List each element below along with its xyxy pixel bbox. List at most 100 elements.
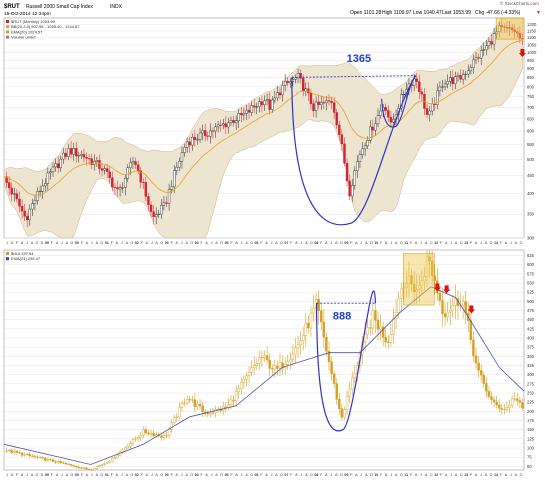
rut-candle-body bbox=[490, 41, 493, 45]
rut-candle-body bbox=[420, 91, 424, 95]
hui-x-tick-label: A bbox=[31, 473, 34, 477]
hui-highlight-box bbox=[402, 253, 435, 306]
rut-x-tick-label: J bbox=[390, 241, 392, 245]
hui-x-tick-label: J bbox=[121, 473, 123, 477]
rut-candle-body bbox=[41, 185, 44, 192]
rut-candle-body bbox=[294, 77, 297, 80]
rut-candle-body bbox=[219, 124, 222, 126]
hui-bar-body bbox=[75, 466, 78, 468]
rut-x-tick-label: O bbox=[490, 241, 493, 245]
rut-x-tick-label: D bbox=[11, 241, 14, 245]
hui-bar-body bbox=[289, 358, 292, 363]
rut-candle-body bbox=[178, 161, 181, 168]
hui-x-tick-label: 03 bbox=[165, 473, 169, 477]
rut-x-tick-label: F bbox=[500, 241, 503, 245]
rut-candle-body bbox=[103, 168, 106, 171]
rut-x-tick-label: F bbox=[171, 241, 174, 245]
rut-candle-body bbox=[343, 143, 346, 164]
hui-bar-body bbox=[54, 461, 57, 463]
hui-x-tick-label: 07 bbox=[284, 473, 288, 477]
rut-candle-body bbox=[392, 118, 395, 123]
rut-candle-body bbox=[389, 116, 393, 123]
rut-candle-body bbox=[196, 139, 199, 141]
rut-candle-body bbox=[443, 83, 447, 88]
hui-x-tick-label: A bbox=[205, 473, 208, 477]
hui-bar-body bbox=[142, 429, 145, 436]
rut-x-tick-label: J bbox=[510, 241, 512, 245]
rut-x-tick-label: A bbox=[485, 241, 488, 245]
hui-x-tick-label: A bbox=[365, 473, 368, 477]
rut-candle-body bbox=[188, 141, 191, 146]
hui-x-tick-label: F bbox=[380, 473, 383, 477]
hui-x-tick-label: A bbox=[21, 473, 24, 477]
hui-bar-body bbox=[201, 405, 204, 413]
hui-bar-body bbox=[374, 310, 377, 321]
hui-x-tick-label: A bbox=[505, 473, 508, 477]
hui-x-tick-label: J bbox=[330, 473, 332, 477]
hui-bar-body bbox=[255, 363, 258, 366]
rut-candle-body bbox=[209, 130, 212, 137]
hui-y-tick-label: 400 bbox=[527, 336, 535, 341]
rut-candle-body bbox=[36, 191, 39, 201]
hui-bar-body bbox=[381, 326, 385, 338]
hui-bar-body bbox=[196, 403, 199, 407]
rut-candle-body bbox=[456, 75, 460, 77]
hui-bar-body bbox=[469, 320, 473, 340]
rut-x-tick-label: A bbox=[335, 241, 338, 245]
rut-candle-body bbox=[160, 205, 163, 215]
hui-bar-body bbox=[23, 454, 26, 456]
hui-x-tick-label: 08 bbox=[314, 473, 318, 477]
hui-bar-body bbox=[162, 435, 166, 438]
rut-x-tick-label: 08 bbox=[314, 241, 318, 245]
hui-bar-body bbox=[271, 368, 274, 370]
rut-candle-body bbox=[206, 135, 209, 137]
hui-bar-body bbox=[240, 382, 243, 390]
rut-x-tick-label: A bbox=[66, 241, 69, 245]
rut-x-tick-label: A bbox=[275, 241, 278, 245]
rut-x-tick-label: F bbox=[290, 241, 293, 245]
hui-bar-body bbox=[64, 462, 68, 465]
rut-legend-entry: EMA(20) 1024.57 bbox=[11, 29, 43, 34]
hui-bar-body bbox=[173, 417, 176, 423]
rut-candle-body bbox=[387, 110, 390, 118]
hui-bar-body bbox=[175, 416, 179, 418]
rut-x-tick-label: 11 bbox=[404, 241, 408, 245]
rut-candle-body bbox=[69, 148, 73, 155]
rut-candles bbox=[5, 19, 524, 228]
rut-candle-body bbox=[139, 170, 142, 183]
rut-candle-body bbox=[374, 123, 377, 131]
hui-bar-body bbox=[485, 383, 488, 392]
rut-x-tick-label: A bbox=[146, 241, 149, 245]
rut-x-tick-label: F bbox=[111, 241, 114, 245]
rut-y-tick-label: 550 bbox=[527, 142, 535, 147]
hui-x-tick-label: J bbox=[420, 473, 422, 477]
hui-bar-body bbox=[211, 412, 215, 414]
rut-y-tick-label: 650 bbox=[527, 116, 535, 121]
hui-x-tick-label: O bbox=[70, 473, 73, 477]
hui-bar-body bbox=[451, 305, 455, 311]
hui-bar-body bbox=[41, 457, 44, 459]
hui-x-tick-label: J bbox=[390, 473, 392, 477]
rut-candle-body bbox=[283, 80, 287, 86]
hui-cup-curve bbox=[316, 290, 377, 432]
hui-bar-body bbox=[20, 452, 24, 456]
rut-candle-body bbox=[183, 147, 186, 153]
rut-candle-body bbox=[250, 105, 253, 113]
rut-candle-body bbox=[314, 101, 318, 111]
rut-candle-body bbox=[278, 92, 282, 96]
hui-x-tick-label: O bbox=[520, 473, 523, 477]
hui-y-tick-label: 600 bbox=[527, 262, 535, 267]
hui-bar-body bbox=[420, 280, 424, 286]
rut-candle-body bbox=[340, 134, 344, 145]
rut-candle-body bbox=[157, 213, 160, 215]
rut-handle-curve bbox=[381, 75, 417, 128]
rut-candle-body bbox=[245, 109, 248, 114]
hui-x-tick-label: F bbox=[320, 473, 323, 477]
rut-x-tick-label: 99 bbox=[45, 241, 49, 245]
rut-x-tick-label: J bbox=[360, 241, 362, 245]
rut-candle-body bbox=[87, 158, 91, 160]
down-arrow-icon bbox=[433, 283, 441, 292]
hui-legend-swatch bbox=[6, 252, 9, 255]
rut-x-tick-label: 13 bbox=[464, 241, 468, 245]
hui-x-tick-label: F bbox=[81, 473, 84, 477]
